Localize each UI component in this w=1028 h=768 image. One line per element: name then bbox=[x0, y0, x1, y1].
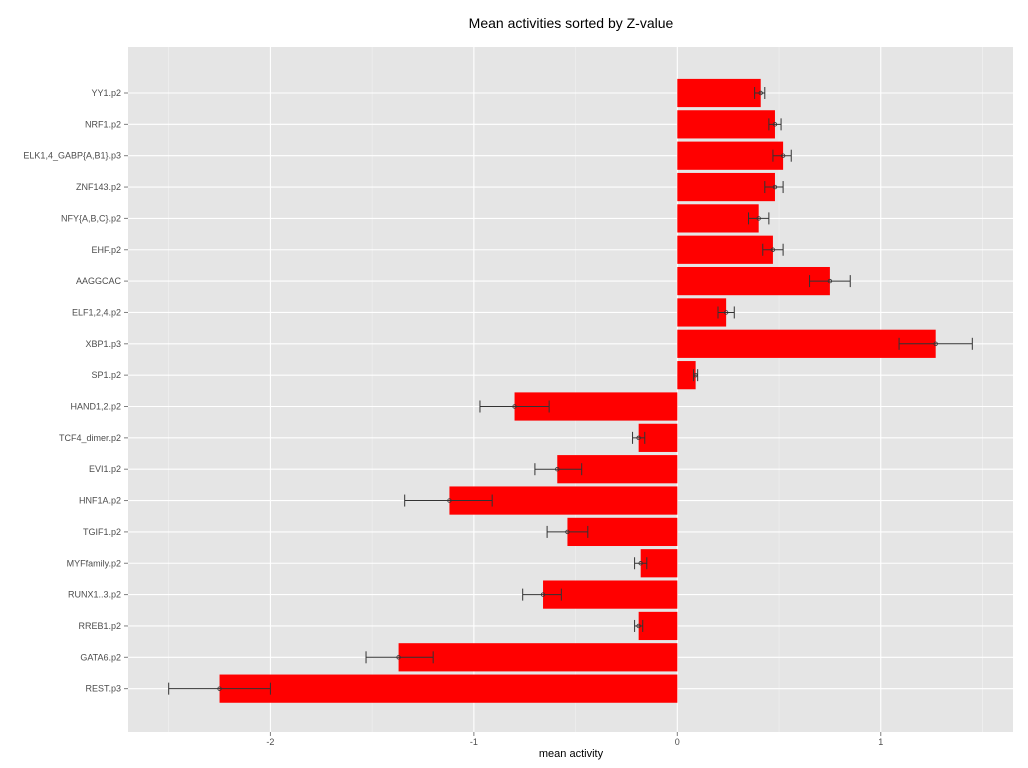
y-tick-label: NRF1.p2 bbox=[85, 119, 121, 129]
bar bbox=[677, 110, 775, 139]
plot-panel bbox=[128, 47, 1013, 732]
mean-point bbox=[827, 278, 833, 284]
x-tick-label: 1 bbox=[878, 737, 883, 747]
mean-point bbox=[693, 372, 698, 378]
mean-point bbox=[636, 435, 641, 441]
bar bbox=[677, 204, 759, 233]
y-tick-label: RREB1.p2 bbox=[78, 621, 121, 631]
y-tick-label: YY1.p2 bbox=[91, 88, 121, 98]
mean-points-layer bbox=[217, 90, 938, 691]
mean-point bbox=[933, 341, 938, 346]
y-tick-label: TCF4_dimer.p2 bbox=[59, 433, 121, 443]
mean-point bbox=[555, 467, 560, 472]
mean-point bbox=[447, 498, 452, 503]
y-axis-ticks: YY1.p2 NRF1.p2 ELK1,4_GABP{A,B1}.p3 ZNF143.… bbox=[23, 88, 128, 694]
mean-point bbox=[217, 686, 222, 691]
x-tick-label: 0 bbox=[675, 737, 680, 747]
y-tick-label: EHF.p2 bbox=[91, 245, 121, 255]
mean-point bbox=[723, 310, 729, 315]
mean-point bbox=[756, 216, 761, 221]
y-tick-label: EVI1.p2 bbox=[89, 464, 121, 474]
y-tick-label: ELF1,2,4.p2 bbox=[72, 307, 121, 317]
bar bbox=[677, 141, 784, 170]
bar bbox=[543, 580, 678, 609]
chart-title: Mean activities sorted by Z-value bbox=[469, 15, 674, 31]
bar bbox=[677, 172, 775, 202]
y-tick-label: AAGGCAC bbox=[76, 276, 122, 286]
mean-point bbox=[396, 655, 401, 660]
bar bbox=[638, 611, 678, 641]
mean-point bbox=[770, 247, 776, 252]
bar bbox=[677, 329, 936, 358]
mean-point bbox=[772, 184, 778, 190]
bar bbox=[677, 78, 761, 108]
mean-point bbox=[758, 90, 763, 96]
y-tick-label: RUNX1..3.p2 bbox=[68, 590, 121, 600]
bar bbox=[677, 361, 696, 390]
x-tick-label: -1 bbox=[470, 737, 478, 747]
y-tick-label: TGIF1.p2 bbox=[83, 527, 121, 537]
y-tick-label: ZNF143.p2 bbox=[76, 182, 121, 192]
bar bbox=[677, 266, 830, 296]
y-tick-label: HAND1,2.p2 bbox=[70, 402, 121, 412]
bar bbox=[677, 235, 773, 264]
y-tick-label: XBP1.p3 bbox=[85, 339, 121, 349]
x-axis-title: mean activity bbox=[539, 748, 604, 760]
y-tick-label: GATA6.p2 bbox=[80, 652, 121, 662]
y-tick-label: NFY{A,B,C}.p2 bbox=[61, 213, 121, 223]
mean-point bbox=[540, 592, 546, 597]
mean-point bbox=[780, 153, 786, 158]
bar bbox=[398, 643, 678, 672]
y-tick-label: MYFfamily.p2 bbox=[67, 558, 121, 568]
mean-point bbox=[636, 623, 641, 629]
mean-point bbox=[565, 529, 570, 535]
bar bbox=[219, 674, 678, 703]
mean-point bbox=[772, 122, 778, 127]
mean-point bbox=[512, 404, 517, 409]
y-tick-label: SP1.p2 bbox=[91, 370, 121, 380]
mean-point bbox=[638, 561, 643, 566]
y-tick-label: REST.p3 bbox=[85, 684, 121, 694]
y-tick-label: HNF1A.p2 bbox=[79, 496, 121, 506]
y-tick-label: ELK1,4_GABP{A,B1}.p3 bbox=[23, 151, 121, 161]
x-tick-label: -2 bbox=[266, 737, 274, 747]
x-axis-ticks: -2 -1 0 1 bbox=[266, 732, 883, 747]
